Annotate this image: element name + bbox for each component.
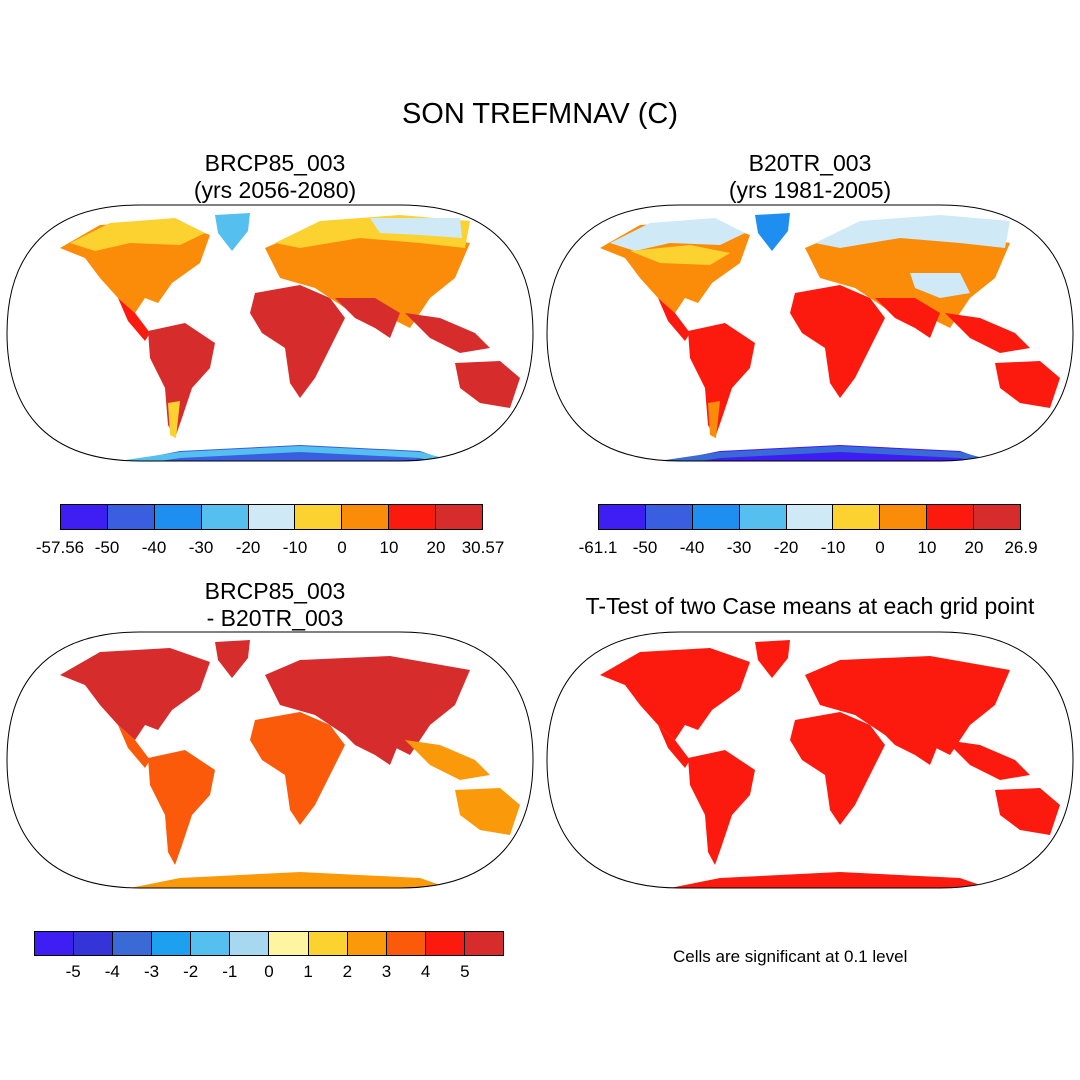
colorbar-swatch	[154, 505, 202, 529]
colorbar-swatch	[113, 932, 153, 955]
colorbar-tick-label: -20	[235, 538, 261, 557]
colorbar-swatch	[295, 505, 343, 529]
colorbar-tick-label: 3	[381, 962, 392, 981]
colorbar-tick-label: 26.9	[1004, 538, 1038, 557]
south-america-tip	[168, 401, 180, 438]
colorbar-swatch	[739, 505, 787, 529]
colorbar-swatch	[927, 505, 975, 529]
siberia	[370, 218, 462, 238]
colorbar-swatch	[201, 505, 249, 529]
colorbar-tick-label: -10	[820, 538, 846, 557]
panel-title-ttest: T-Test of two Case means at each grid po…	[585, 593, 1035, 619]
panel-title-difference-line2: - B20TR_003	[206, 605, 344, 631]
significance-note: Cells are significant at 0.1 level	[673, 947, 908, 966]
eurasia-south	[265, 229, 470, 328]
colorbar-swatch	[61, 505, 108, 529]
colorbar-tick-label: -61.1	[578, 538, 618, 557]
south-america	[148, 323, 215, 438]
colorbar-swatch	[269, 932, 309, 955]
colorbar-swatch	[436, 505, 483, 529]
australia	[455, 361, 520, 408]
colorbar-tick-label: -20	[773, 538, 799, 557]
central-america	[118, 298, 150, 341]
colorbar-swatch	[599, 505, 646, 529]
panel-title-case1: BRCP85_003 (yrs 2056-2080)	[125, 150, 425, 204]
north-america-north	[70, 218, 205, 251]
africa	[250, 285, 345, 398]
colorbar-tick-label: 5	[460, 962, 470, 981]
colorbar-swatch	[107, 505, 155, 529]
colorbar-tick-label: -2	[183, 962, 199, 981]
colorbar-swatch	[386, 932, 426, 955]
panel-title-case2-line2: (yrs 1981-2005)	[728, 177, 892, 203]
colorbar-swatch	[342, 505, 390, 529]
colorbar-tick-label: 0	[337, 538, 347, 557]
colorbar-tick-label: -40	[141, 538, 167, 557]
colorbar-swatch	[786, 505, 834, 529]
map-ttest	[546, 631, 1074, 889]
colorbar-tick-label: -50	[94, 538, 120, 557]
map-case1	[6, 204, 534, 462]
panel-title-case1-line2: (yrs 2056-2080)	[193, 177, 357, 203]
map-difference	[6, 631, 534, 889]
colorbar-swatch	[880, 505, 928, 529]
colorbar-tick-label: -1	[222, 962, 238, 981]
colorbar-swatch	[74, 932, 114, 955]
colorbar-swatch	[347, 932, 387, 955]
colorbar-swatch	[248, 505, 296, 529]
colorbar-tick-label: 10	[379, 538, 399, 557]
colorbar-tick-label: 10	[917, 538, 937, 557]
colorbar-swatch	[645, 505, 693, 529]
colorbar-tick-label: -10	[282, 538, 308, 557]
colorbar-tick-label: -57.56	[35, 538, 85, 557]
colorbar-swatch	[152, 932, 192, 955]
colorbar-tick-label: -30	[188, 538, 214, 557]
panel-title-case1-line1: BRCP85_003	[204, 150, 346, 176]
colorbar-swatch	[464, 932, 503, 955]
colorbar-tick-label: 0	[264, 962, 274, 981]
greenland	[215, 213, 250, 251]
colorbar-swatch	[389, 505, 437, 529]
colorbar-swatch	[833, 505, 881, 529]
colorbar-swatch	[692, 505, 740, 529]
arabia-india	[335, 298, 400, 338]
colorbar-tick-label: -4	[104, 962, 120, 981]
map-outline	[6, 204, 534, 462]
colorbar-tick-label: -30	[726, 538, 752, 557]
colorbar-tick-label: -3	[143, 962, 160, 981]
colorbar-swatch	[308, 932, 348, 955]
colorbar-swatch	[35, 932, 75, 955]
colorbar-tick-label: -40	[679, 538, 705, 557]
colorbar-swatch	[425, 932, 465, 955]
colorbar-case1	[60, 504, 483, 530]
colorbar-tick-label: 20	[426, 538, 446, 557]
colorbar-tick-label: 20	[964, 538, 984, 557]
panel-title-case2-line1: B20TR_003	[748, 150, 872, 176]
panel-title-difference-line1: BRCP85_003	[204, 578, 346, 604]
panel-title-difference: BRCP85_003 - B20TR_003	[125, 578, 425, 632]
figure-title: SON TREFMNAV (C)	[401, 98, 679, 130]
colorbar-difference	[34, 931, 504, 956]
colorbar-swatch	[974, 505, 1021, 529]
colorbar-tick-label: 0	[875, 538, 885, 557]
colorbar-tick-label: 4	[420, 962, 431, 981]
colorbar-tick-label: 1	[303, 962, 313, 981]
colorbar-swatch	[191, 932, 231, 955]
colorbar-tick-label: -5	[65, 962, 81, 981]
colorbar-tick-label: 30.57	[461, 538, 505, 557]
colorbar-tick-label: 2	[342, 962, 353, 981]
colorbar-case2	[598, 504, 1021, 530]
map-case2	[546, 204, 1074, 462]
colorbar-tick-label: -50	[632, 538, 658, 557]
colorbar-swatch	[230, 932, 270, 955]
panel-title-case2: B20TR_003 (yrs 1981-2005)	[660, 150, 960, 204]
southeast-asia	[405, 313, 490, 353]
